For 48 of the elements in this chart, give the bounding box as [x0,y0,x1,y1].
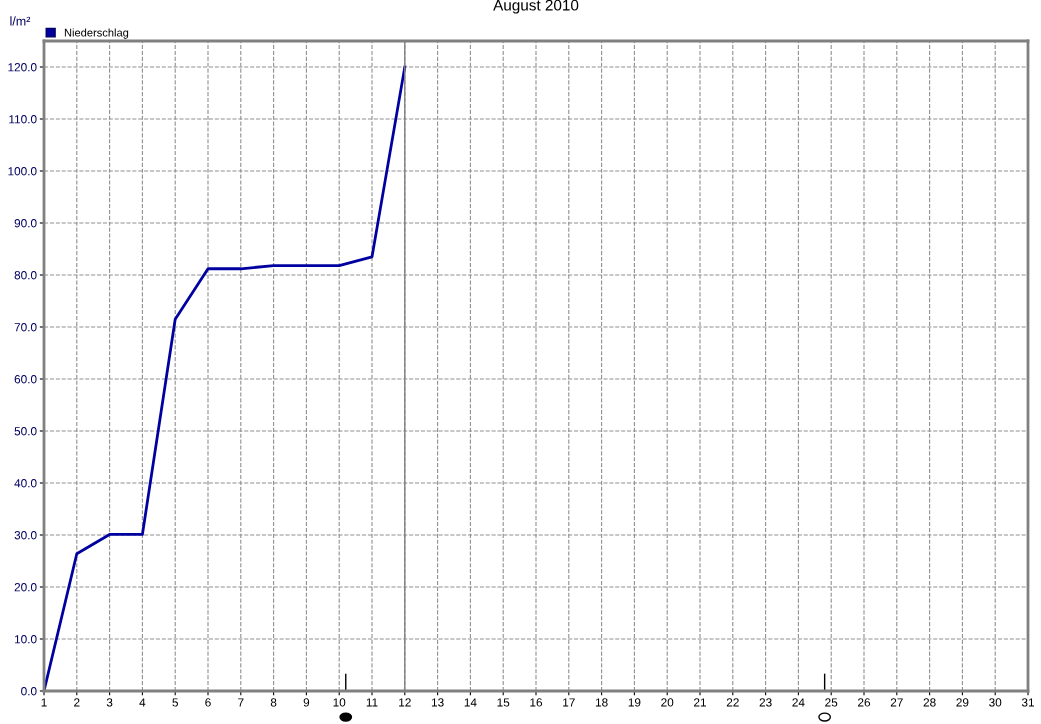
x-tick-label: 12 [399,698,411,707]
x-tick-label: 23 [759,698,772,707]
y-axis-title: l/m² [10,16,31,26]
chart-title: August 2010 [493,0,579,14]
x-tick-label: 26 [858,698,871,707]
x-tick-label: 9 [303,698,310,707]
y-tick-label: 40.0 [14,479,37,488]
y-tick-label: 60.0 [14,375,37,384]
x-tick-label: 8 [270,698,277,707]
x-tick-label: 15 [497,698,510,707]
y-tick-label: 120.0 [8,63,37,72]
x-tick-label: 24 [792,698,805,707]
x-tick-label: 14 [464,698,477,707]
x-tick-label: 16 [530,698,543,707]
x-tick-label: 17 [563,698,575,707]
x-tick-label: 5 [172,698,178,707]
x-tick-label: 13 [431,698,444,707]
y-tick-label: 30.0 [14,531,37,540]
y-tick-label: 0.0 [21,687,37,696]
x-tick-label: 22 [726,698,739,707]
x-tick-label: 6 [205,698,211,707]
y-tick-label: 20.0 [14,583,37,592]
x-tick-label: 10 [333,698,346,707]
x-tick-label: 18 [595,698,608,707]
x-tick-label: 28 [923,698,936,707]
x-tick-label: 31 [1021,698,1034,707]
x-tick-label: 30 [989,698,1002,707]
x-tick-label: 20 [661,698,674,707]
x-tick-label: 27 [890,698,903,707]
y-tick-label: 50.0 [14,427,37,436]
y-tick-label: 100.0 [8,167,37,176]
y-tick-label: 90.0 [14,219,37,228]
y-tick-label: 70.0 [14,323,37,332]
x-tick-label: 19 [628,698,641,707]
x-tick-label: 4 [139,698,146,707]
x-tick-label: 7 [238,698,244,707]
x-tick-label: 3 [106,698,113,707]
x-tick-label: 2 [74,698,80,707]
legend-label: Niederschlag [64,28,129,39]
x-tick-label: 21 [694,698,706,707]
y-tick-label: 10.0 [14,635,37,644]
y-tick-label: 80.0 [14,271,37,280]
x-tick-label: 25 [825,698,838,707]
x-tick-label: 11 [366,698,378,707]
x-tick-label: 1 [41,698,47,707]
y-tick-label: 110.0 [9,115,37,124]
line-series [44,65,407,691]
x-tick-label: 29 [956,698,969,707]
